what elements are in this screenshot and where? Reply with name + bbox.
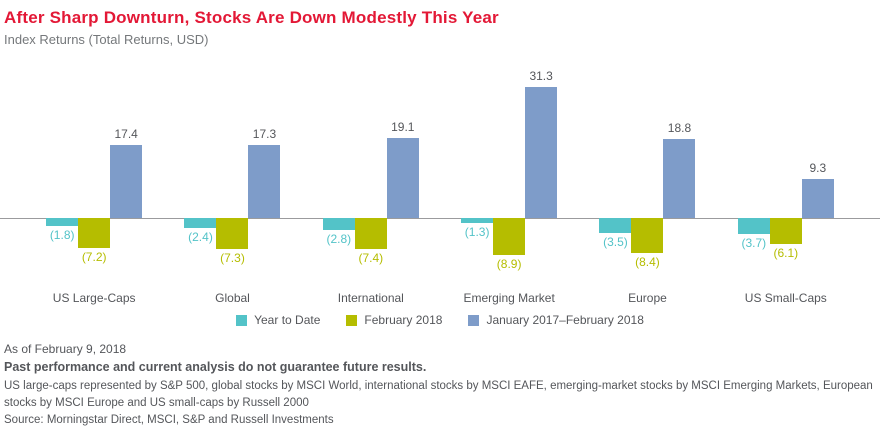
bar-chart: (1.8) (7.2) 17.4 US Large-Caps (2.4) (7.3) 17.…: [0, 53, 880, 308]
bar-positive: [248, 145, 281, 218]
bar-cluster: (3.7) (6.1) 9.3: [737, 53, 834, 288]
bar-negative: [46, 218, 79, 226]
bar-cluster: (2.8) (7.4) 19.1: [322, 53, 419, 288]
legend-item: February 2018: [346, 313, 442, 327]
value-label: (8.9): [496, 257, 522, 272]
chart-legend: Year to Date February 2018 January 2017–Fe…: [0, 313, 880, 327]
bar-group: (2.8) (7.4) 19.1 International: [322, 53, 419, 308]
bar-negative: [354, 218, 387, 250]
bar-positive: [801, 178, 834, 218]
bar-negative: [461, 218, 494, 224]
disclaimer-text: Past performance and current analysis do…: [4, 360, 427, 374]
value-label: 9.3: [809, 160, 827, 175]
legend-swatch: [346, 314, 358, 326]
category-label: Global: [215, 291, 250, 305]
bar-positive: [110, 144, 143, 218]
bar-column: (7.3): [216, 53, 249, 288]
bar-column: (1.8): [46, 53, 79, 288]
bar-cluster: (1.3) (8.9) 31.3: [461, 53, 558, 288]
zero-axis-line: [0, 218, 880, 219]
bar-column: (8.4): [631, 53, 664, 288]
value-label: 18.8: [667, 121, 692, 136]
value-label: (8.4): [635, 255, 660, 270]
page-title: After Sharp Downturn, Stocks Are Down Mo…: [4, 8, 499, 27]
bar-column: (7.4): [354, 53, 387, 288]
bar-column: (7.2): [78, 53, 111, 288]
bar-column: (3.7): [737, 53, 770, 288]
value-label: (3.5): [603, 234, 628, 249]
value-label: (7.3): [220, 250, 245, 265]
value-label: (7.2): [81, 250, 107, 265]
bar-negative: [78, 218, 111, 249]
index-description-text: US large-caps represented by S&P 500, gl…: [4, 380, 873, 409]
bar-groups-container: (1.8) (7.2) 17.4 US Large-Caps (2.4) (7.3) 17.…: [0, 53, 880, 308]
bar-column: 9.3: [801, 53, 834, 288]
legend-swatch: [468, 314, 480, 326]
bar-cluster: (2.4) (7.3) 17.3: [184, 53, 281, 288]
bar-column: (2.8): [322, 53, 355, 288]
value-label: (2.8): [326, 231, 352, 246]
bar-column: 17.3: [248, 53, 281, 288]
bar-column: (2.4): [184, 53, 217, 288]
bar-negative: [769, 218, 802, 244]
value-label: (7.4): [358, 251, 384, 266]
bar-negative: [216, 218, 249, 249]
category-label: International: [337, 291, 404, 305]
value-label: 31.3: [529, 68, 553, 83]
bar-column: 18.8: [663, 53, 696, 288]
category-label: Europe: [628, 291, 667, 305]
legend-item: Year to Date: [236, 313, 320, 327]
bar-negative: [737, 218, 770, 234]
bar-column: (8.9): [493, 53, 526, 288]
value-label: 17.3: [252, 127, 277, 142]
page-subtitle: Index Returns (Total Returns, USD): [4, 32, 209, 47]
bar-column: (3.5): [599, 53, 632, 288]
bar-cluster: (1.8) (7.2) 17.4: [46, 53, 143, 288]
category-label: US Large-Caps: [52, 291, 136, 305]
value-label: (3.7): [741, 235, 767, 250]
bar-positive: [525, 86, 558, 218]
bar-negative: [184, 218, 217, 229]
bar-negative: [599, 218, 632, 233]
value-label: (6.1): [773, 245, 799, 260]
value-label: 19.1: [391, 119, 415, 134]
value-label: (1.8): [49, 227, 75, 242]
value-label: 17.4: [114, 126, 138, 141]
bar-negative: [322, 218, 355, 230]
chart-footer: As of February 9, 2018 Past performance …: [0, 342, 880, 426]
bar-column: 19.1: [386, 53, 419, 288]
value-label: (2.4): [188, 230, 213, 245]
bar-column: (1.3): [461, 53, 494, 288]
bar-positive: [386, 137, 419, 218]
bar-group: (2.4) (7.3) 17.3 Global: [184, 53, 281, 308]
bar-group: (1.3) (8.9) 31.3 Emerging Market: [461, 53, 558, 308]
bar-column: 31.3: [525, 53, 558, 288]
value-label: (1.3): [464, 225, 490, 240]
legend-swatch: [236, 314, 248, 326]
legend-label: Year to Date: [254, 313, 321, 327]
chart-header: After Sharp Downturn, Stocks Are Down Mo…: [0, 0, 880, 47]
legend-label: January 2017–February 2018: [486, 313, 644, 327]
legend-item: January 2017–February 2018: [468, 313, 644, 327]
category-label: Emerging Market: [463, 291, 555, 305]
bar-group: (3.7) (6.1) 9.3 US Small-Caps: [737, 53, 834, 308]
bar-positive: [663, 139, 696, 218]
legend-label: February 2018: [364, 313, 443, 327]
bar-group: (3.5) (8.4) 18.8 Europe: [599, 53, 696, 308]
bar-group: (1.8) (7.2) 17.4 US Large-Caps: [46, 53, 143, 308]
category-label: US Small-Caps: [744, 291, 827, 305]
as-of-date: As of February 9, 2018: [4, 342, 127, 356]
source-text: Source: Morningstar Direct, MSCI, S&P an…: [4, 414, 334, 427]
bar-negative: [493, 218, 526, 256]
bar-cluster: (3.5) (8.4) 18.8: [599, 53, 696, 288]
bar-column: (6.1): [769, 53, 802, 288]
bar-column: 17.4: [110, 53, 143, 288]
bar-negative: [631, 218, 664, 254]
